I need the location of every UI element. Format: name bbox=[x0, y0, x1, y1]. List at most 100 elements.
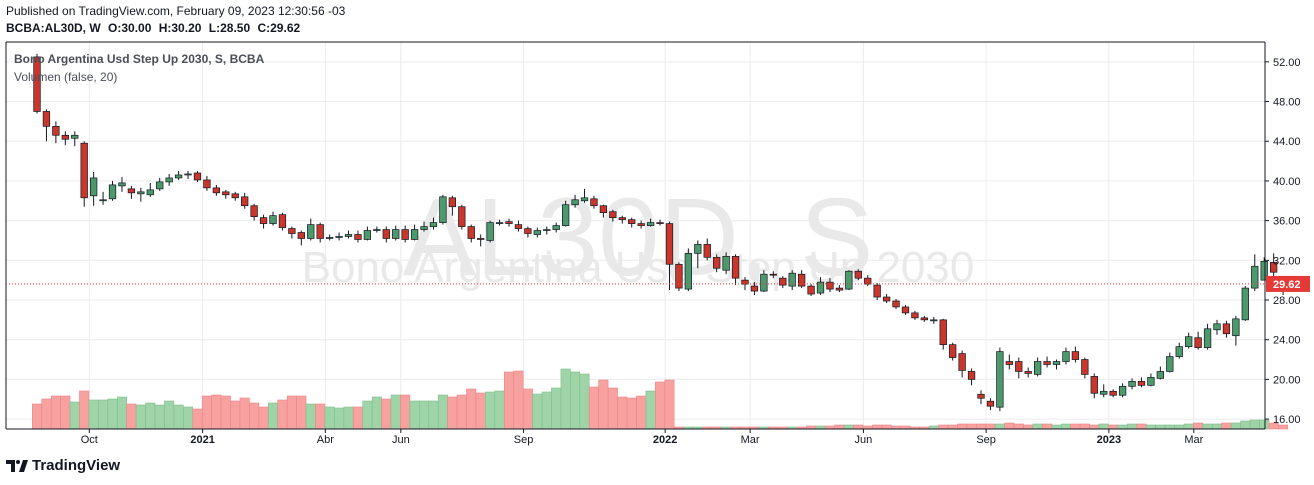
volume-bar bbox=[1183, 423, 1194, 430]
volume-bar bbox=[1060, 423, 1071, 430]
candle-body bbox=[203, 179, 211, 189]
ohlc-open: O:30.00 bbox=[108, 21, 152, 35]
candle-body bbox=[816, 281, 825, 294]
volume-bar bbox=[324, 406, 335, 430]
volume-bar bbox=[164, 400, 175, 430]
ohlc-readout: BCBA:AL30D, W O:30.00 H:30.20 L:28.50 C:… bbox=[6, 21, 304, 35]
candle-body bbox=[373, 229, 381, 231]
candle-body bbox=[392, 229, 400, 239]
volume-bar bbox=[503, 371, 514, 430]
candle-body bbox=[977, 393, 985, 399]
volume-bar bbox=[50, 395, 61, 430]
volume-bar bbox=[296, 395, 307, 430]
candle-body bbox=[826, 281, 834, 290]
volume-bar bbox=[938, 424, 949, 430]
candle-body bbox=[439, 196, 447, 223]
volume-bar bbox=[570, 371, 581, 430]
volume-bar bbox=[579, 373, 590, 430]
candle-body bbox=[618, 217, 626, 220]
candle-body bbox=[1166, 356, 1174, 372]
candle-body bbox=[61, 134, 69, 140]
candle-body bbox=[71, 134, 79, 139]
candle-body bbox=[571, 199, 579, 206]
volume-bar bbox=[437, 394, 448, 430]
candle-body bbox=[1118, 385, 1127, 396]
candle-body bbox=[939, 319, 947, 346]
candle-body bbox=[590, 198, 598, 207]
volume-bar bbox=[1089, 424, 1100, 430]
volume-bar bbox=[1240, 420, 1251, 430]
volume-bar bbox=[239, 397, 250, 430]
candle-body bbox=[222, 191, 230, 196]
volume-bar bbox=[343, 406, 354, 430]
volume-bar bbox=[1174, 424, 1185, 430]
volume-bar bbox=[88, 399, 99, 430]
volume-bar bbox=[362, 400, 373, 430]
candle-body bbox=[401, 229, 409, 240]
price-axis[interactable]: 52.00 48.00 44.00 40.00 36.00 32.00 28.00 24.00… bbox=[1265, 57, 1301, 426]
candle-body bbox=[42, 111, 51, 127]
candle-body bbox=[259, 217, 268, 224]
volume-bar bbox=[315, 403, 326, 430]
candle-body bbox=[146, 189, 154, 196]
volume-bar bbox=[966, 423, 977, 430]
candle-body bbox=[1081, 359, 1089, 375]
candle-body bbox=[750, 285, 759, 292]
volume-bar bbox=[116, 396, 127, 430]
candle-body bbox=[250, 205, 258, 217]
volume-legend[interactable]: Volumen (false, 20) bbox=[14, 70, 118, 84]
time-tick-label: Jun bbox=[392, 434, 410, 446]
price-tick-label: 44.00 bbox=[1273, 136, 1301, 148]
volume-bar bbox=[1259, 419, 1270, 430]
candle-body bbox=[448, 197, 457, 208]
volume-bar bbox=[1117, 424, 1128, 430]
candle-body bbox=[495, 222, 504, 224]
candle-body bbox=[288, 228, 296, 234]
price-tick-label: 40.00 bbox=[1273, 176, 1301, 188]
series-legend[interactable]: Bono Argentina Usd Step Up 2030, S, BCBA bbox=[14, 52, 265, 66]
candle-body bbox=[713, 256, 721, 269]
volume-bar bbox=[371, 396, 382, 430]
candle-body bbox=[467, 226, 475, 239]
time-axis[interactable]: Oct 2021 Abr Jun Sep 2022 Mar Jun Sep 2023 Mar bbox=[81, 429, 1204, 446]
volume-bar bbox=[1164, 424, 1175, 430]
time-tick-label: 2023 bbox=[1097, 434, 1121, 446]
volume-bar bbox=[541, 391, 552, 430]
volume-bar bbox=[485, 391, 496, 430]
volume-bar bbox=[1230, 422, 1241, 430]
time-tick-label: Sep bbox=[976, 434, 996, 446]
price-chart[interactable]: AL30D, S Bono Argentina Usd Step Up 2030… bbox=[0, 40, 1314, 450]
candle-body bbox=[514, 224, 523, 229]
candle-body bbox=[552, 225, 560, 230]
volume-bar bbox=[1004, 422, 1015, 430]
candle-body bbox=[231, 193, 239, 199]
candle-body bbox=[656, 222, 664, 224]
volume-bar bbox=[107, 398, 118, 430]
volume-bar bbox=[1249, 419, 1260, 430]
candle-body bbox=[1090, 376, 1098, 394]
price-tick-label: 20.00 bbox=[1273, 374, 1301, 386]
candle-body bbox=[1260, 260, 1268, 281]
time-tick-label: Jun bbox=[855, 434, 873, 446]
volume-bar bbox=[1127, 423, 1138, 430]
publish-info: Published on TradingView.com, February 0… bbox=[6, 4, 346, 18]
candle-body bbox=[807, 285, 815, 295]
candle-body bbox=[760, 273, 768, 292]
volume-bar bbox=[41, 398, 52, 430]
candle-body bbox=[769, 273, 777, 276]
volume-bar bbox=[957, 423, 968, 430]
candle-body bbox=[1251, 265, 1259, 289]
candle-body bbox=[174, 174, 183, 179]
footer-brand[interactable]: TradingView bbox=[6, 457, 120, 474]
volume-bar bbox=[617, 396, 628, 430]
price-tick-label: 16.00 bbox=[1273, 414, 1301, 426]
volume-bar bbox=[183, 406, 194, 430]
candle-body bbox=[89, 177, 98, 197]
volume-bar bbox=[154, 404, 165, 430]
candle-body bbox=[873, 284, 881, 298]
candle-body bbox=[429, 222, 438, 227]
candle-body bbox=[949, 344, 957, 358]
candle-body bbox=[892, 300, 900, 308]
candle-body bbox=[1241, 287, 1249, 321]
candle-body bbox=[996, 351, 1004, 408]
